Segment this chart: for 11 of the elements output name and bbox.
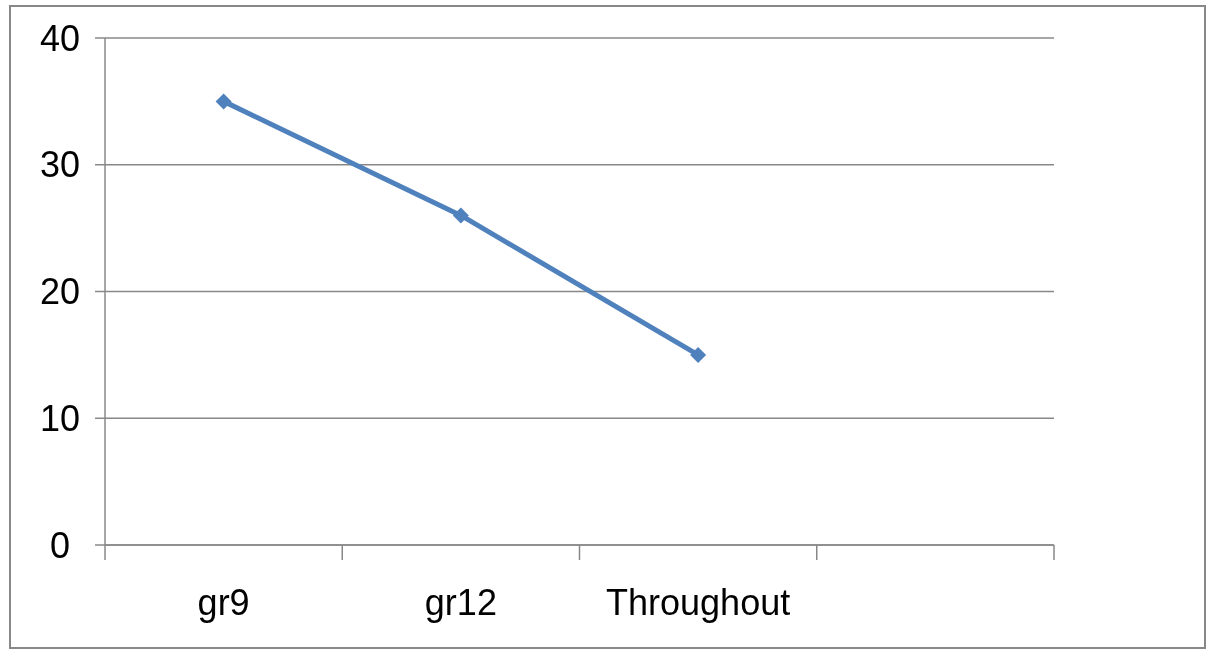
y-tick-label: 0 — [49, 524, 71, 566]
point — [452, 207, 469, 224]
y-tick-label: 20 — [39, 271, 81, 312]
y-tick-label: 30 — [39, 144, 81, 186]
x-tick-label: gr9 — [197, 582, 250, 623]
y-tick-label: 40 — [39, 17, 81, 59]
point — [690, 346, 707, 363]
point — [215, 93, 232, 110]
y-tick-label: 10 — [39, 397, 81, 439]
x-tick-label: gr12 — [424, 582, 497, 623]
x-tick-label: Throughout — [606, 582, 791, 623]
